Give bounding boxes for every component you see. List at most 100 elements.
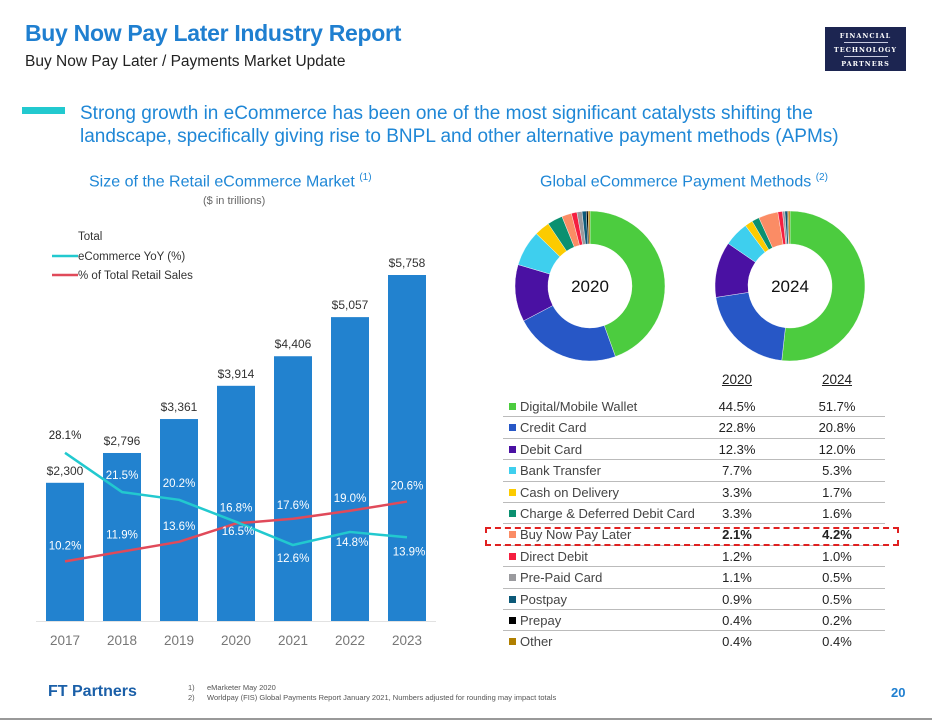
payment-method-row: Charge & Deferred Debit Card 3.3% 1.6% <box>503 503 885 525</box>
donut-2020-slice <box>587 210 591 245</box>
yoy-data-label: 12.6% <box>277 553 310 565</box>
payment-method-label: Prepay <box>520 613 562 628</box>
payment-method-label: Buy Now Pay Later <box>520 527 632 543</box>
donut-center-label: 2020 <box>571 277 609 296</box>
x-tick-label: 2017 <box>50 633 80 648</box>
bar-value-label: $2,796 <box>104 434 141 448</box>
payment-method-label: Other <box>520 634 553 650</box>
payment-method-row: Direct Debit 1.2% 1.0% <box>503 546 885 568</box>
donut-2020-slice <box>589 210 666 357</box>
share-2024: 1.7% <box>822 484 852 500</box>
yoy-data-label: 21.5% <box>106 470 139 482</box>
ecommerce-chart-footnote-ref: (1) <box>359 172 372 183</box>
legend-swatch <box>509 552 516 560</box>
yoy-data-label: 13.9% <box>393 546 426 558</box>
share-2020: 0.9% <box>722 591 752 607</box>
payment-method-label: Digital/Mobile Wallet <box>520 399 638 414</box>
ftp-logo: FINANCIAL TECHNOLOGY PARTNERS <box>825 27 906 71</box>
share-2020: 12.3% <box>718 441 756 457</box>
ecommerce-chart-title: Size of the Retail eCommerce Market (1) <box>89 172 372 191</box>
share-2020: 1.2% <box>722 548 752 564</box>
logo-line-1: FINANCIAL <box>839 32 892 40</box>
share-2024: 0.5% <box>822 570 852 586</box>
share-2020: 7.7% <box>722 463 752 479</box>
legend-retail-label: % of Total Retail Sales <box>78 270 193 282</box>
retail-share-data-label: 11.9% <box>106 530 138 542</box>
bar-2020 <box>217 385 255 621</box>
legend-swatch <box>509 424 516 432</box>
report-title: Buy Now Pay Later Industry Report <box>25 20 402 46</box>
bar-value-label: $5,057 <box>332 298 369 312</box>
payment-method-row: Pre-Paid Card 1.1% 0.5% <box>503 567 885 589</box>
logo-divider <box>843 56 888 57</box>
payment-method-row: Credit Card 22.8% 20.8% <box>503 417 885 439</box>
bar-2019 <box>160 419 198 621</box>
share-2020: 44.5% <box>718 399 756 414</box>
share-2024: 1.6% <box>822 506 852 521</box>
logo-line-3: PARTNERS <box>841 60 890 68</box>
retail-share-data-label: 13.6% <box>163 521 196 533</box>
retail-share-data-label: 10.2% <box>49 540 82 552</box>
bar-2021 <box>274 356 312 621</box>
footnote-1-text: eMarketer May 2020 <box>207 683 276 692</box>
legend-swatch <box>509 617 516 624</box>
x-tick-label: 2019 <box>164 633 194 648</box>
payment-method-label: Debit Card <box>520 441 583 457</box>
share-2024: 0.2% <box>822 613 852 628</box>
footnote-2-text: Worldpay (FIS) Global Payments Report Ja… <box>207 693 557 702</box>
bar-value-label: $3,914 <box>218 367 255 381</box>
payment-method-row: Digital/Mobile Wallet 44.5% 51.7% <box>503 396 885 418</box>
retail-share-data-label: 16.8% <box>220 502 253 514</box>
x-tick-label: 2018 <box>107 633 137 648</box>
share-2020: 22.8% <box>718 420 756 436</box>
retail-share-data-label: 17.6% <box>277 500 310 512</box>
footer-brand: FT Partners <box>48 683 137 700</box>
share-2024: 12.0% <box>818 441 856 457</box>
headline-text: Strong growth in eCommerce has been one … <box>80 103 839 147</box>
bar-value-label: $5,758 <box>389 256 426 270</box>
legend-swatch <box>509 445 516 453</box>
share-2020: 3.3% <box>722 506 752 521</box>
x-tick-label: 2022 <box>335 633 365 648</box>
payment-method-label: Charge & Deferred Debit Card <box>520 506 695 521</box>
legend-swatch <box>509 638 516 646</box>
share-2024: 0.5% <box>822 591 852 607</box>
payment-method-row: Cash on Delivery 3.3% 1.7% <box>503 482 885 503</box>
legend-swatch <box>509 574 516 582</box>
payment-method-row: Debit Card 12.3% 12.0% <box>503 439 885 461</box>
share-2020: 2.1% <box>722 527 752 543</box>
retail-share-data-label: 20.6% <box>391 481 424 493</box>
x-tick-label: 2020 <box>221 633 251 648</box>
yoy-data-label: 16.5% <box>222 526 255 538</box>
legend-swatch <box>509 531 516 539</box>
payment-method-row: Bank Transfer 7.7% 5.3% <box>503 460 885 482</box>
bar-2022 <box>331 317 369 621</box>
yoy-data-label: 28.1% <box>49 430 82 442</box>
logo-line-2: TECHNOLOGY <box>833 46 898 54</box>
footnote-1-number: 1) <box>188 683 195 692</box>
payment-method-row: Prepay 0.4% 0.2% <box>503 610 885 632</box>
page-number: 20 <box>891 685 906 700</box>
ecommerce-chart-unit: ($ in trillions) <box>203 195 266 207</box>
legend-total-label: Total <box>78 231 102 243</box>
footnote-2-number: 2) <box>188 693 195 702</box>
share-2024: 0.4% <box>822 634 852 650</box>
payment-method-label: Postpay <box>520 591 567 607</box>
payment-methods-donuts: 2020 2024 <box>514 210 866 362</box>
donut-2024-slice <box>787 210 791 245</box>
share-2024: 20.8% <box>818 420 856 436</box>
payment-methods-footnote-ref: (2) <box>815 172 828 183</box>
payment-method-label: Direct Debit <box>520 548 588 564</box>
share-2024: 5.3% <box>822 463 852 479</box>
bar-value-label: $4,406 <box>275 337 312 351</box>
payment-method-label: Bank Transfer <box>520 463 601 479</box>
headline-accent-bar <box>22 107 65 114</box>
ecommerce-chart-title-text: Size of the Retail eCommerce Market <box>89 173 355 191</box>
payment-method-row: Other 0.4% 0.4% <box>503 631 885 652</box>
share-2024: 51.7% <box>818 399 856 414</box>
payment-methods-title: Global eCommerce Payment Methods (2) <box>540 172 828 191</box>
share-2020: 0.4% <box>722 613 752 628</box>
bnpl-highlight-box <box>485 527 899 546</box>
share-2020: 3.3% <box>722 484 752 500</box>
